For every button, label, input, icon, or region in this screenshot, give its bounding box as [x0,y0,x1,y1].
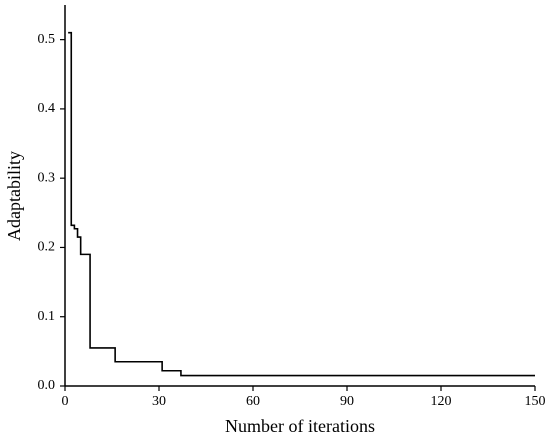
x-axis-title: Number of iterations [225,416,375,436]
y-tick-label: 0.2 [38,240,56,255]
x-tick-label: 120 [431,394,452,409]
y-tick-label: 0.4 [38,101,56,116]
y-tick-label: 0.3 [38,170,56,185]
step-line [68,31,535,377]
y-tick-label: 0.1 [38,309,56,324]
y-tick-label: 0.0 [38,378,56,393]
x-tick-label: 90 [340,394,354,409]
x-tick-label: 150 [525,394,546,409]
x-tick-label: 30 [152,394,166,409]
x-tick-label: 0 [62,394,69,409]
y-axis-title: Adaptability [4,151,24,241]
x-tick-label: 60 [246,394,260,409]
y-tick-label: 0.5 [38,32,56,47]
